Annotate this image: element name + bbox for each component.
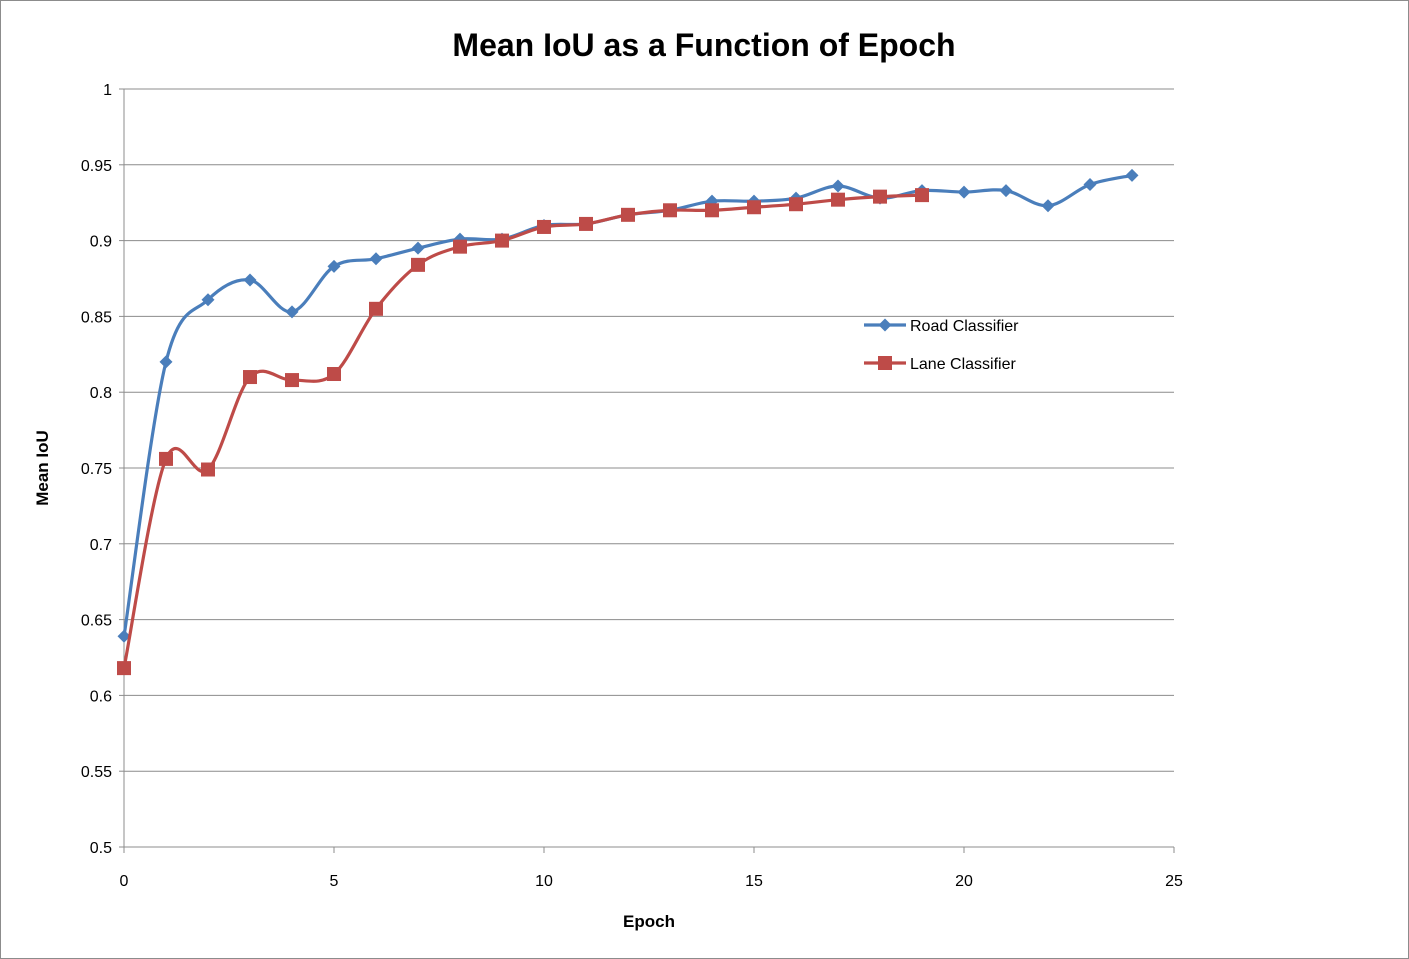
data-point	[285, 305, 299, 319]
data-point	[831, 179, 845, 193]
data-point	[243, 273, 257, 287]
data-point	[327, 367, 341, 382]
data-point	[621, 207, 635, 222]
data-point	[999, 184, 1013, 198]
legend-label: Road Classifier	[910, 318, 1019, 335]
legend-marker	[878, 318, 892, 332]
legend-label: Lane Classifier	[910, 356, 1017, 373]
y-tick-label: 0.6	[90, 688, 112, 705]
x-tick-label: 0	[120, 873, 129, 890]
y-tick-label: 0.95	[81, 158, 112, 175]
x-axis-title: Epoch	[623, 912, 675, 931]
x-tick-label: 10	[535, 873, 553, 890]
data-point	[243, 370, 257, 385]
data-point	[117, 629, 131, 643]
data-point	[1041, 199, 1055, 213]
data-point	[159, 355, 173, 369]
series-lane-classifier	[117, 188, 929, 676]
y-tick-label: 0.8	[90, 385, 112, 402]
y-tick-label: 0.7	[90, 537, 112, 554]
data-point	[789, 197, 803, 212]
y-tick-label: 0.75	[81, 461, 112, 478]
y-tick-label: 0.5	[90, 840, 112, 857]
data-point	[1125, 168, 1139, 182]
data-point	[537, 219, 551, 234]
legend-item: Lane Classifier	[864, 356, 1017, 373]
data-point	[705, 203, 719, 218]
y-tick-label: 0.55	[81, 764, 112, 781]
series-road-classifier	[117, 168, 1139, 643]
x-tick-label: 25	[1165, 873, 1183, 890]
y-tick-label: 0.65	[81, 613, 112, 630]
data-point	[453, 239, 467, 254]
chart-title: Mean IoU as a Function of Epoch	[452, 27, 955, 63]
data-point	[831, 192, 845, 207]
data-point	[369, 252, 383, 266]
y-tick-label: 1	[103, 82, 112, 99]
data-point	[411, 257, 425, 272]
gridlines	[124, 88, 1174, 848]
legend-marker	[878, 356, 892, 370]
y-axis-title: Mean IoU	[33, 430, 52, 506]
data-point	[411, 241, 425, 255]
data-point	[915, 188, 929, 203]
data-point	[663, 203, 677, 218]
x-tick-label: 5	[330, 873, 339, 890]
data-point	[957, 185, 971, 199]
x-tick-label: 20	[955, 873, 973, 890]
y-tick-label: 0.85	[81, 309, 112, 326]
data-point	[285, 373, 299, 388]
data-point	[1083, 178, 1097, 192]
legend-item: Road Classifier	[864, 318, 1019, 335]
data-point	[369, 301, 383, 316]
data-point	[327, 259, 341, 273]
data-point	[201, 293, 215, 307]
data-point	[495, 233, 509, 248]
data-point	[873, 189, 887, 204]
data-point	[117, 661, 131, 676]
legend: Road Classifier Lane Classifier	[864, 318, 1019, 373]
y-tick-label: 0.9	[90, 234, 112, 251]
series-line	[122, 193, 924, 670]
series-line	[122, 173, 1134, 638]
data-point	[159, 451, 173, 466]
data-point	[579, 216, 593, 231]
data-point	[747, 200, 761, 215]
data-point	[201, 462, 215, 477]
x-tick-label: 15	[745, 873, 763, 890]
series-plot	[117, 168, 1139, 676]
